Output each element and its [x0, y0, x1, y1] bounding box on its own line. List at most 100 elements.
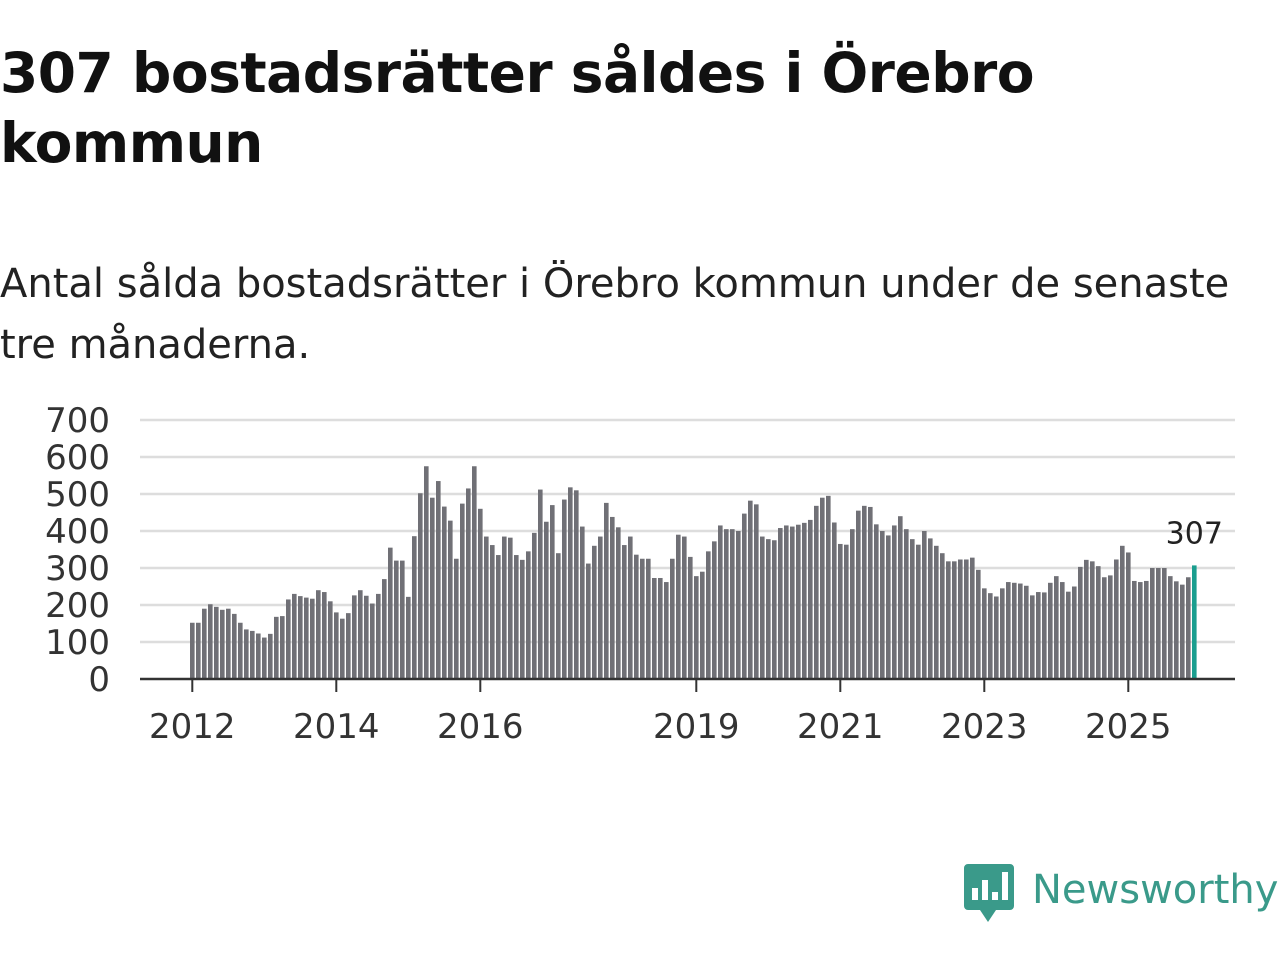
bar — [898, 516, 903, 679]
bar — [424, 466, 429, 679]
x-tick-label: 2016 — [437, 707, 524, 747]
bar — [724, 529, 729, 679]
bar — [652, 577, 657, 679]
bar — [1120, 545, 1125, 679]
bar — [430, 497, 435, 679]
bar — [1162, 568, 1167, 679]
bar — [1186, 577, 1191, 679]
bar — [1036, 592, 1041, 679]
bar — [1018, 583, 1023, 679]
bar — [952, 561, 957, 679]
bar — [364, 595, 369, 679]
bar — [700, 571, 705, 679]
bar — [202, 608, 207, 679]
bar — [1108, 575, 1113, 679]
bar — [784, 525, 789, 679]
bar — [1072, 586, 1077, 679]
brand-name: Newsworthy — [1032, 867, 1279, 913]
bar — [1126, 552, 1131, 679]
bar — [1174, 581, 1179, 679]
y-tick-label: 300 — [45, 549, 110, 589]
bar — [280, 616, 285, 679]
bar — [472, 466, 477, 679]
bar — [1096, 566, 1101, 679]
bar — [754, 504, 759, 679]
bar — [1084, 559, 1089, 679]
bar — [538, 489, 543, 679]
bar — [514, 555, 519, 679]
bar — [346, 613, 351, 679]
bar — [466, 488, 471, 679]
bar — [598, 536, 603, 679]
bar — [1180, 584, 1185, 679]
bar — [1138, 582, 1143, 679]
bar — [1006, 582, 1011, 679]
chart-subtitle: Antal sålda bostadsrätter i Örebro kommu… — [0, 261, 1230, 368]
bar — [340, 618, 345, 679]
x-axis — [140, 677, 1235, 692]
bar — [1024, 585, 1029, 679]
bar — [826, 495, 831, 679]
bar — [190, 622, 195, 679]
bar — [928, 538, 933, 679]
x-tick-label: 2014 — [293, 707, 380, 747]
bar — [904, 529, 909, 679]
y-tick-label: 600 — [45, 438, 110, 478]
bar — [712, 541, 717, 679]
bar — [196, 622, 201, 679]
bar — [970, 557, 975, 679]
x-tick-label: 2025 — [1085, 707, 1172, 747]
bar — [358, 590, 363, 679]
bar — [1102, 577, 1107, 679]
bar — [688, 556, 693, 679]
bar — [676, 534, 681, 679]
bar — [1060, 582, 1065, 679]
newsworthy-logo-icon — [964, 864, 1014, 922]
bar — [460, 503, 465, 679]
bar — [526, 551, 531, 679]
bar — [934, 545, 939, 679]
bar — [328, 601, 333, 679]
bar — [760, 536, 765, 679]
bar — [718, 525, 723, 679]
x-axis-tick-labels: 2012 2014 2016 2019 2021 2023 2025 — [149, 707, 1172, 747]
bar — [562, 499, 567, 679]
bar — [292, 593, 297, 679]
bar — [814, 505, 819, 679]
bar — [568, 487, 573, 679]
bar — [694, 576, 699, 679]
bar — [946, 561, 951, 679]
bar — [730, 529, 735, 679]
bar — [412, 536, 417, 679]
bar — [214, 606, 219, 679]
bar — [892, 525, 897, 679]
bar — [574, 490, 579, 679]
bar — [442, 506, 447, 679]
bar — [388, 547, 393, 679]
y-tick-label: 100 — [45, 623, 110, 663]
bar — [1144, 580, 1149, 679]
page-title: 307 bostadsrätter såldes i Örebro kommun — [0, 41, 1034, 175]
bar — [208, 604, 213, 679]
bar — [1048, 582, 1053, 679]
x-tick-label: 2021 — [797, 707, 884, 747]
bar — [604, 502, 609, 679]
bar — [1066, 591, 1071, 679]
bar — [580, 526, 585, 679]
y-tick-label: 0 — [88, 660, 110, 700]
bar — [508, 537, 513, 679]
bar — [634, 554, 639, 679]
data-labels: 307 — [1166, 516, 1223, 551]
bar — [226, 608, 231, 679]
bar — [382, 579, 387, 679]
bar — [490, 545, 495, 679]
bar — [274, 616, 279, 679]
bar — [940, 553, 945, 679]
bar — [922, 531, 927, 679]
bar — [910, 539, 915, 679]
bar — [256, 633, 261, 679]
bar — [868, 506, 873, 679]
bar — [220, 609, 225, 679]
bar — [808, 519, 813, 679]
